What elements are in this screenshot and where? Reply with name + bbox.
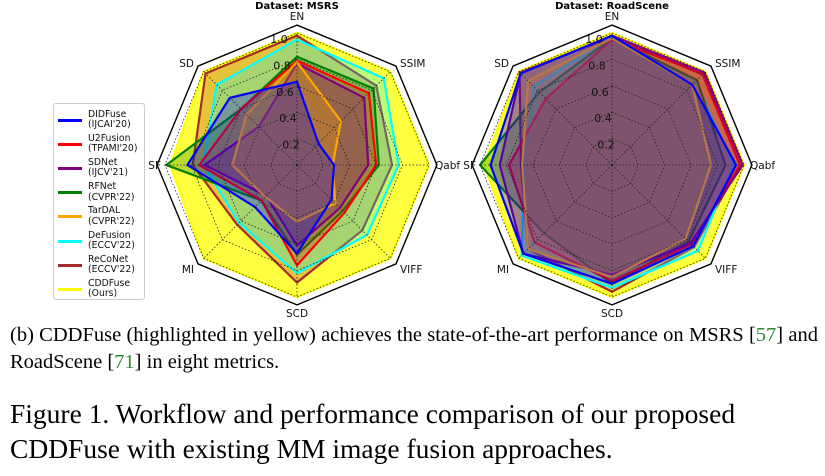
grid-ring xyxy=(585,138,639,192)
legend-swatch xyxy=(58,263,82,267)
axis-label-viff: VIFF xyxy=(400,264,422,276)
legend-swatch xyxy=(58,142,82,146)
radial-tick-label: 0.6 xyxy=(276,86,294,99)
axis-label-scd: SCD xyxy=(601,308,623,320)
legend-swatch xyxy=(58,215,82,219)
series-reconet xyxy=(191,34,394,284)
series-cddfuse xyxy=(482,31,746,299)
grid-ring xyxy=(532,85,692,245)
grid-spoke xyxy=(518,71,613,166)
axis-label-qabf: Qabf xyxy=(750,160,775,172)
caption-text: ] and RoadScene [ xyxy=(10,324,818,373)
axis-label-ssim: SSIM xyxy=(400,58,426,70)
radial-tick-label: 0.2 xyxy=(597,139,615,152)
legend-item: RFNet (CVPR'22) xyxy=(58,181,144,205)
legend-label: DeFusion (ECCV'22) xyxy=(88,229,135,252)
caption-text: ] in eight metrics. xyxy=(134,351,280,373)
legend-label: ReCoNet (ECCV'22) xyxy=(88,253,135,276)
legend-label: TarDAL (CVPR'22) xyxy=(88,205,135,227)
grid-spoke xyxy=(296,71,391,166)
legend-swatch xyxy=(58,166,82,170)
radar-frame xyxy=(471,24,753,306)
figure-caption: Figure 1. Workflow and performance compa… xyxy=(10,398,736,464)
axis-label-ssim: SSIM xyxy=(715,58,741,70)
radial-tick-label: 0.6 xyxy=(591,86,609,99)
legend-swatch xyxy=(58,191,82,195)
citation-link[interactable]: 57 xyxy=(755,324,777,346)
chart-title: Dataset: RoadScene xyxy=(555,1,669,12)
grid-spoke xyxy=(296,164,391,259)
caption-text: (b) CDDFuse (highlighted in yellow) achi… xyxy=(10,324,756,346)
legend-item: U2Fusion (TPAMI'20) xyxy=(58,132,144,156)
legend-label: RFNet (CVPR'22) xyxy=(88,181,135,203)
radial-tick-label: 0.2 xyxy=(282,139,300,152)
grid-ring xyxy=(217,85,377,245)
radial-tick-label: 1.0 xyxy=(585,33,603,46)
legend-item: TarDAL (CVPR'22) xyxy=(58,205,144,229)
legend-item: DIDFuse (IJCAI'20) xyxy=(58,108,144,132)
legend-label: SDNet (IJCV'21) xyxy=(88,156,128,179)
radial-tick-label: 0.4 xyxy=(279,112,297,125)
legend-swatch xyxy=(58,239,82,243)
legend-swatch xyxy=(58,287,82,291)
radial-tick-label: 0.8 xyxy=(588,59,606,72)
grid-ring xyxy=(270,138,324,192)
axis-label-sf: SF xyxy=(463,160,476,172)
legend-label: CDDFuse (Ours) xyxy=(88,277,131,300)
legend-label: U2Fusion (TPAMI'20) xyxy=(88,132,138,155)
legend-swatch xyxy=(58,118,82,122)
legend-item: SDNet (IJCV'21) xyxy=(58,156,144,180)
radar-frame xyxy=(156,24,438,306)
legend-item: DeFusion (ECCV'22) xyxy=(58,229,144,253)
grid-spoke xyxy=(611,71,706,166)
axis-label-mi: MI xyxy=(497,264,509,276)
subfigure-caption: (b) CDDFuse (highlighted in yellow) achi… xyxy=(10,322,818,376)
radial-tick-label: 0.8 xyxy=(273,59,291,72)
axis-label-en: EN xyxy=(605,11,620,23)
grid-spoke xyxy=(203,71,298,166)
axis-label-sf: SF xyxy=(148,160,161,172)
series-didfuse xyxy=(489,34,738,285)
legend-item: ReCoNet (ECCV'22) xyxy=(58,253,144,277)
legend-label: DIDFuse (IJCAI'20) xyxy=(88,108,131,131)
grid-spoke xyxy=(203,164,298,259)
axis-label-en: EN xyxy=(290,11,305,23)
axis-label-sd: SD xyxy=(179,58,194,70)
radial-tick-label: 0.4 xyxy=(594,112,612,125)
axis-label-sd: SD xyxy=(494,58,509,70)
axis-label-viff: VIFF xyxy=(715,264,737,276)
radial-tick-label: 1.0 xyxy=(270,33,288,46)
grid-spoke xyxy=(518,164,613,259)
citation-link[interactable]: 71 xyxy=(114,351,135,373)
legend-item: CDDFuse (Ours) xyxy=(58,277,144,301)
axis-label-mi: MI xyxy=(182,264,194,276)
grid-spoke xyxy=(611,164,706,259)
legend: DIDFuse (IJCAI'20) U2Fusion (TPAMI'20) SDNet… xyxy=(53,103,145,300)
radar-charts: 0.20.40.60.81.0ENSSIMQabfVIFFSCDMISFSDDa… xyxy=(148,1,775,320)
chart-title: Dataset: MSRS xyxy=(255,1,339,12)
axis-label-qabf: Qabf xyxy=(435,160,460,172)
axis-label-scd: SCD xyxy=(286,308,308,320)
